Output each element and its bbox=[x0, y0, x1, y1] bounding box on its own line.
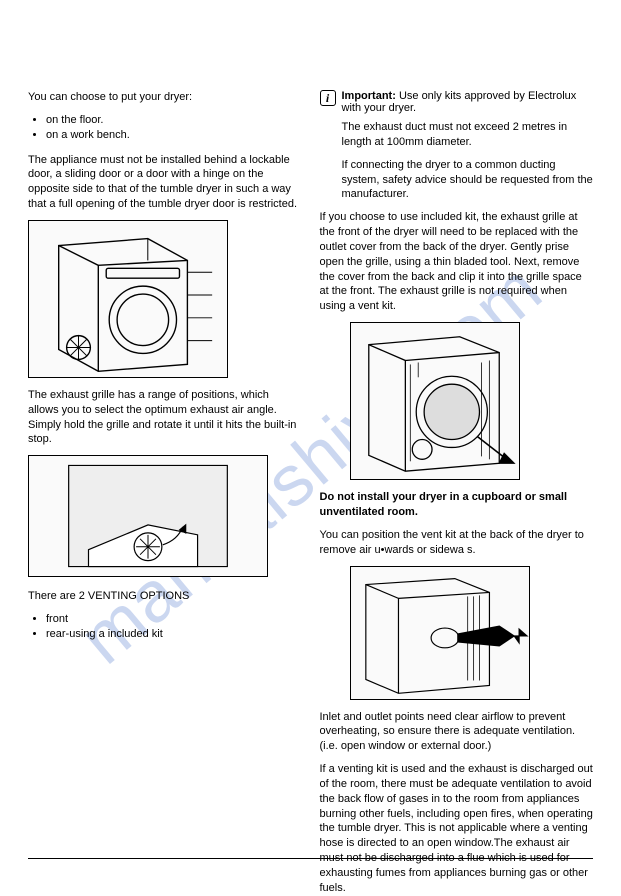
footer-rule bbox=[28, 858, 593, 859]
figure-vent-kit bbox=[350, 566, 530, 700]
venting-heading: There are 2 VENTING OPTIONS bbox=[28, 589, 302, 604]
page: You can choose to put your dryer: on the… bbox=[0, 0, 621, 893]
venting-bullets: front rear-using a included kit bbox=[28, 612, 302, 642]
list-item: on a work bench. bbox=[46, 128, 302, 143]
list-item: on the floor. bbox=[46, 113, 302, 128]
kit-text: If you choose to use included kit, the e… bbox=[320, 210, 594, 314]
grille-text: The exhaust grille has a range of positi… bbox=[28, 388, 302, 447]
important-label: Important: bbox=[342, 90, 396, 102]
cupboard-warning: Do not install your dryer in a cupboard … bbox=[320, 490, 594, 520]
intro-bullets: on the floor. on a work bench. bbox=[28, 113, 302, 143]
left-column: You can choose to put your dryer: on the… bbox=[28, 90, 302, 863]
list-item: front bbox=[46, 612, 302, 627]
figure-dryer-rear bbox=[350, 322, 520, 480]
list-item: rear-using a included kit bbox=[46, 627, 302, 642]
right-column: i Important: Use only kits approved by E… bbox=[320, 90, 594, 863]
figure-dryer-front bbox=[28, 220, 228, 378]
important-body: Important: Use only kits approved by Ele… bbox=[342, 90, 594, 114]
important-note: i Important: Use only kits approved by E… bbox=[320, 90, 594, 114]
connect-text: If connecting the dryer to a common duct… bbox=[320, 158, 594, 203]
figure-grille-closeup bbox=[28, 455, 268, 577]
door-warning: The appliance must not be installed behi… bbox=[28, 153, 302, 212]
intro-text: You can choose to put your dryer: bbox=[28, 90, 302, 105]
info-icon: i bbox=[320, 90, 336, 106]
airflow-text: Inlet and outlet points need clear airfl… bbox=[320, 710, 594, 755]
duct-text: The exhaust duct must not exceed 2 metre… bbox=[320, 120, 594, 150]
flue-text: If a venting kit is used and the exhaust… bbox=[320, 762, 594, 896]
position-text: You can position the vent kit at the bac… bbox=[320, 528, 594, 558]
